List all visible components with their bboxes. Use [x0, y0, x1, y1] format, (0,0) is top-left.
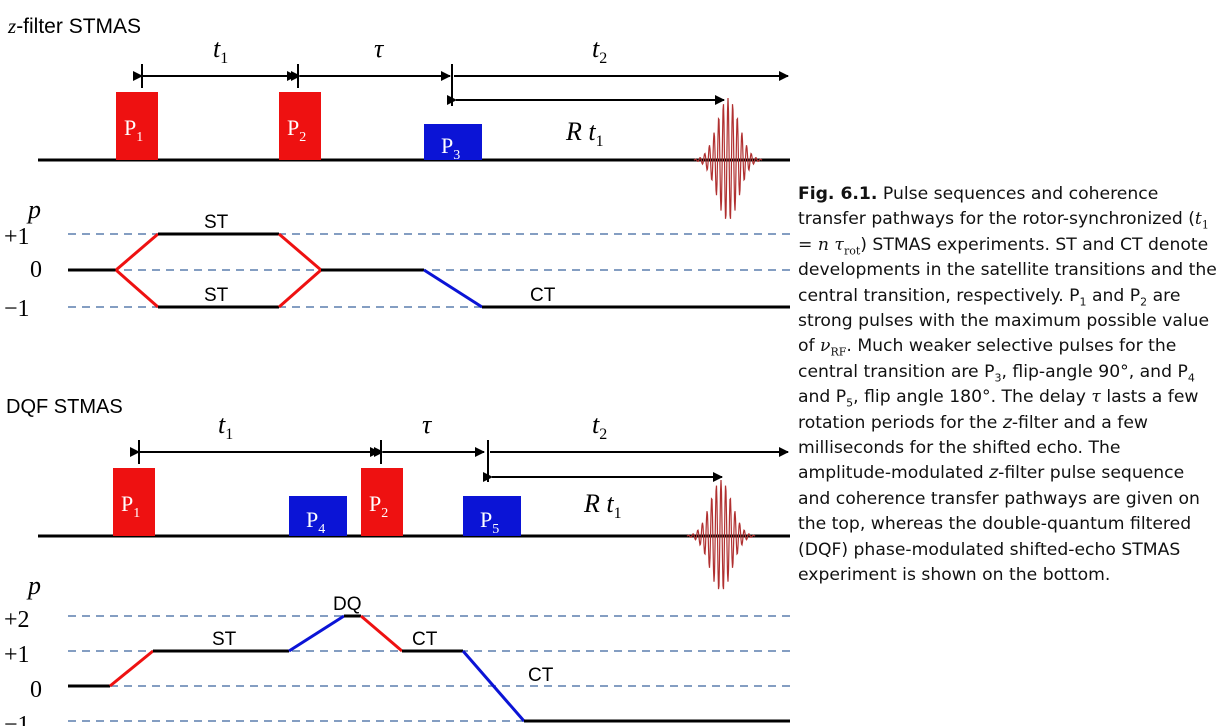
path-label-st: ST	[212, 629, 237, 650]
path-label-ct: CT	[530, 285, 556, 306]
level-label-minus1: −1	[4, 296, 30, 322]
pulse-p1-label: P1	[124, 115, 143, 145]
pulse-p2-label: P2	[369, 491, 388, 521]
rt1-label: R t1	[565, 117, 604, 150]
pulse-p1	[113, 468, 155, 536]
zfilter-section: z-filter STMAS t1 τ t2 R t1 P1 P2 P3 p +…	[4, 14, 790, 322]
t1-label: t1	[213, 34, 228, 67]
caption-text: Pulse sequences and coherence transfer p…	[798, 184, 1195, 230]
caption-math: νRF	[820, 336, 847, 359]
pathway-blue-down	[461, 650, 526, 722]
path-label-ct: CT	[528, 665, 554, 686]
pulse-p5-label: P5	[480, 507, 499, 537]
p-axis-label: p	[26, 195, 41, 224]
caption-text: , flip-angle 90°, and P	[1001, 361, 1188, 382]
pathway-blue-down	[423, 268, 483, 309]
caption-text: . Much weaker selective pulses for the c…	[798, 336, 1177, 382]
caption-fig-label: Fig. 6.1.	[798, 184, 878, 204]
caption-text: are strong pulses with the maximum possi…	[798, 285, 1210, 357]
pathway-red-down	[360, 614, 403, 653]
pulse-p1	[116, 92, 158, 160]
level-label-0: 0	[30, 257, 42, 283]
pulse-p2	[361, 468, 403, 536]
caption-text: -filter and a few milliseconds for the s…	[798, 412, 1148, 484]
p-axis-label: p	[26, 571, 41, 600]
pathway-blue-up	[288, 614, 345, 653]
caption-math: τ	[1091, 387, 1101, 408]
pathway-red-down	[115, 268, 159, 309]
caption-text: and P	[798, 387, 847, 408]
caption-text: -filter pulse sequence and coherence tra…	[798, 463, 1200, 586]
pulse-p3-label: P3	[441, 133, 460, 163]
dqf-section: DQF STMAS t1 τ t2 R t1 P1 P4 P2 P5 p +2 …	[4, 396, 790, 726]
tau-label: τ	[422, 410, 433, 439]
path-label-st-lower: ST	[204, 285, 229, 306]
t1-label: t1	[218, 410, 233, 443]
rt1-label: R t1	[583, 489, 622, 522]
level-label-0: 0	[30, 677, 42, 703]
echo-signal	[686, 479, 756, 590]
caption-math: t1 = n τrot	[798, 209, 1209, 258]
level-label-plus1: +1	[4, 224, 30, 250]
path-label-st-upper: ST	[204, 212, 229, 233]
caption-text: , flip angle 180°. The delay	[853, 387, 1092, 408]
pathway-red-up	[109, 649, 154, 688]
pulse-p2-label: P2	[287, 115, 306, 145]
pulse-p1-label: P1	[121, 491, 140, 521]
pulse-sequence-diagram: z-filter STMAS t1 τ t2 R t1 P1 P2 P3 p +…	[4, 14, 790, 726]
pulse-p5	[463, 496, 521, 536]
level-label-plus2: +2	[4, 607, 30, 633]
pathway-red-up	[115, 232, 159, 272]
level-label-plus1: +1	[4, 642, 30, 668]
pulse-p3	[424, 124, 482, 160]
pulse-p2	[279, 92, 321, 160]
caption-text: and P	[1086, 285, 1141, 306]
tau-label: τ	[374, 34, 385, 63]
pulse-p4-label: P4	[306, 507, 325, 537]
t2-label: t2	[592, 410, 607, 443]
t2-label: t2	[592, 34, 607, 67]
zfilter-title-rest: -filter STMAS	[16, 15, 141, 38]
pulse-p4	[289, 496, 347, 536]
level-label-minus1: −1	[4, 712, 30, 726]
pathway-red-return-b	[278, 268, 322, 309]
figure-caption: Fig. 6.1. Pulse sequences and coherence …	[798, 184, 1217, 586]
caption-text: lasts a few rotation periods for the	[798, 387, 1199, 433]
caption-text: ) STMAS experiments. ST and CT denote de…	[798, 234, 1217, 306]
path-label-ct-tau: CT	[412, 629, 438, 650]
path-label-dq: DQ	[333, 594, 362, 615]
zfilter-title: z-filter STMAS	[7, 14, 141, 38]
zfilter-title-z: z	[7, 14, 16, 38]
echo-signal	[693, 97, 763, 219]
pathway-red-return-a	[278, 232, 322, 272]
dqf-title: DQF STMAS	[6, 396, 123, 418]
